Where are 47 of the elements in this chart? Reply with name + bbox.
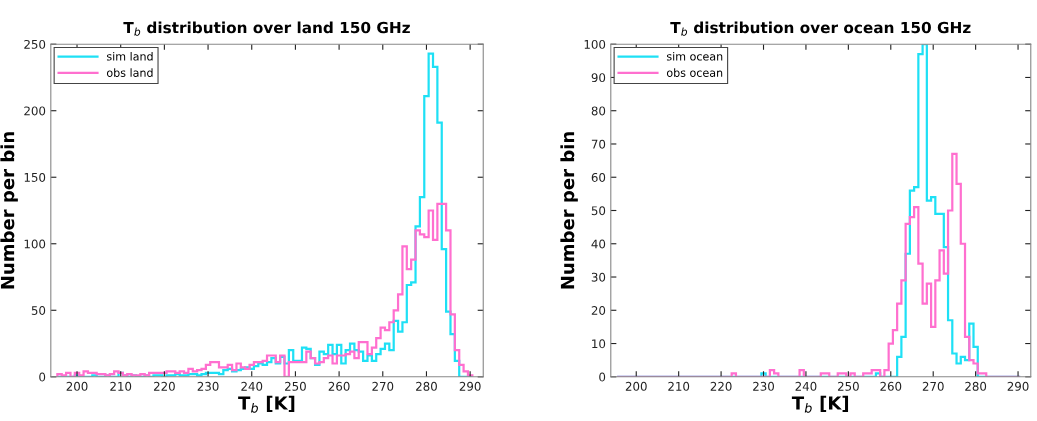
x-tick-label: 250 — [285, 381, 306, 391]
x-tick-label: 200 — [66, 381, 88, 391]
legend-label: sim ocean — [666, 51, 723, 61]
x-tick-label: 260 — [328, 381, 350, 391]
y-tick-label: 80 — [591, 106, 606, 116]
y-tick-label: 0 — [599, 372, 606, 382]
x-tick-label: 230 — [753, 381, 774, 391]
y-tick-label: 100 — [584, 39, 606, 49]
legend-label: obs ocean — [666, 68, 723, 77]
x-tick-label: 210 — [668, 381, 690, 391]
y-tick-label: 70 — [591, 139, 606, 149]
x-tick-label: 270 — [922, 381, 944, 391]
x-axis-title: T$_{b}$ [K] — [791, 395, 849, 413]
y-tick-label: 90 — [591, 73, 606, 83]
x-tick-label: 200 — [625, 381, 647, 391]
x-tick-label: 240 — [795, 381, 817, 391]
chart-title: T$_{b}$ distribution over ocean 150 GHz — [670, 21, 971, 36]
x-tick-label: 260 — [880, 381, 902, 391]
legend-label: sim land — [106, 51, 153, 61]
y-tick-label: 150 — [24, 172, 46, 182]
legend-label: obs land — [106, 68, 153, 77]
y-axis-title: Number per bin — [560, 132, 578, 289]
x-tick-label: 270 — [372, 381, 394, 391]
x-axis-title: T$_{b}$ [K] — [238, 395, 295, 413]
y-tick-label: 10 — [592, 339, 606, 349]
y-tick-label: 50 — [591, 206, 606, 216]
y-axis-title: Number per bin — [0, 132, 18, 289]
x-tick-label: 220 — [710, 381, 732, 391]
y-tick-label: 60 — [591, 172, 606, 182]
x-tick-label: 290 — [459, 381, 481, 391]
y-tick-label: 100 — [24, 239, 46, 249]
x-tick-label: 240 — [241, 381, 263, 391]
y-tick-label: 200 — [24, 106, 46, 116]
x-tick-label: 210 — [110, 381, 132, 391]
y-tick-label: 20 — [591, 306, 606, 315]
x-tick-label: 250 — [837, 381, 859, 391]
chart-title: T$_{b}$ distribution over land 150 GHz — [123, 21, 410, 36]
x-tick-label: 290 — [1007, 381, 1029, 391]
x-tick-label: 220 — [153, 381, 175, 391]
y-tick-label: 0 — [39, 372, 46, 382]
y-tick-label: 40 — [591, 239, 606, 249]
y-tick-label: 50 — [31, 306, 46, 315]
y-tick-label: 30 — [591, 272, 606, 282]
y-tick-label: 250 — [24, 39, 46, 49]
x-tick-label: 280 — [416, 381, 437, 391]
x-tick-label: 230 — [197, 381, 219, 391]
x-tick-label: 280 — [965, 381, 987, 391]
